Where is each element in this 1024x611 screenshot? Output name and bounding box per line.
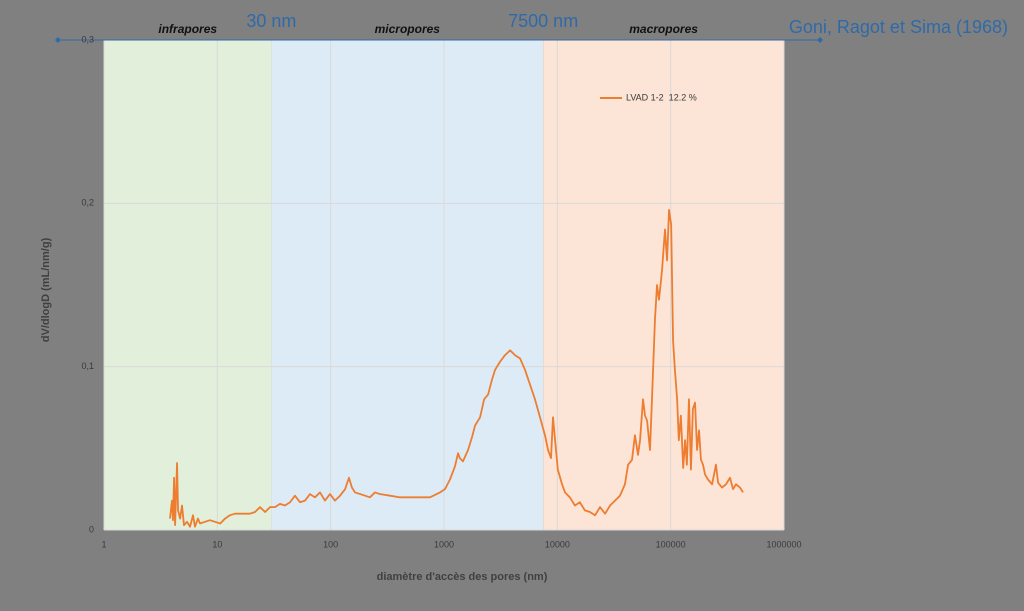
- x-tick-label: 1000000: [766, 539, 801, 549]
- annotation: 30 nm: [246, 11, 296, 31]
- annotation: 7500 nm: [508, 11, 578, 31]
- x-tick-label: 1: [101, 539, 106, 549]
- x-tick-label: 100: [323, 539, 338, 549]
- x-tick-label: 10000: [545, 539, 570, 549]
- annotation: Goni, Ragot et Sima (1968): [789, 17, 1008, 37]
- x-tick-label: 10: [212, 539, 222, 549]
- y-tick-label: 0,2: [81, 198, 94, 208]
- x-tick-label: 100000: [656, 539, 686, 549]
- x-tick-label: 1000: [434, 539, 454, 549]
- y-tick-label: 0: [89, 524, 94, 534]
- x-axis-title: diamètre d'accès des pores (nm): [377, 571, 548, 583]
- region: [271, 40, 544, 530]
- region: [104, 40, 272, 530]
- region: [543, 40, 784, 530]
- region-label: infrapores: [158, 22, 217, 36]
- y-axis-title: dV/dlogD (mL/nm/g): [40, 237, 52, 342]
- legend-label: LVAD 1-2 12.2 %: [626, 92, 697, 102]
- data-line: [169, 208, 744, 528]
- y-tick-label: 0,3: [81, 34, 94, 44]
- region-label: micropores: [375, 22, 441, 36]
- y-tick-label: 0,1: [81, 361, 94, 371]
- region-label: macropores: [629, 22, 698, 36]
